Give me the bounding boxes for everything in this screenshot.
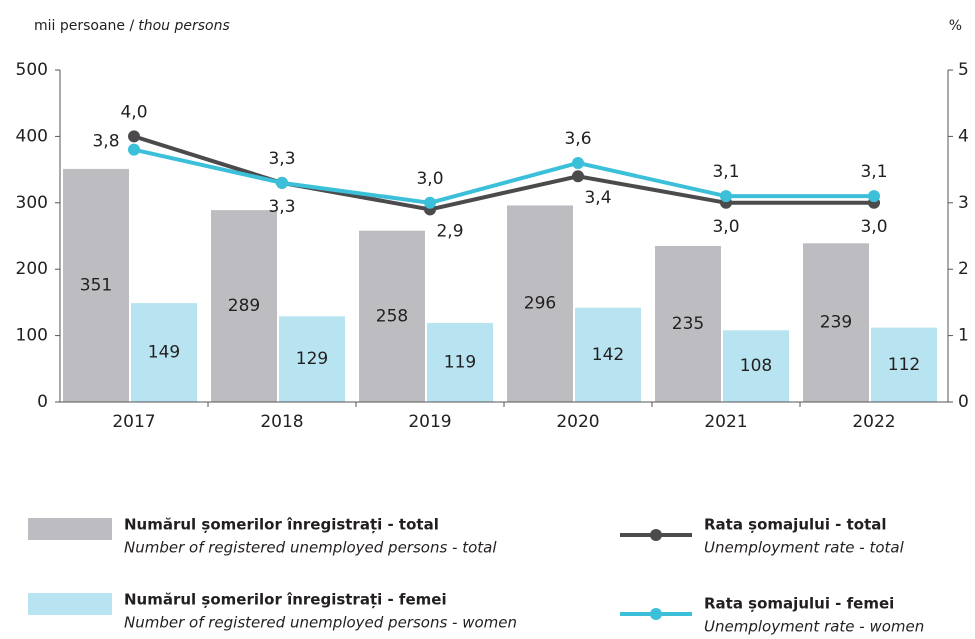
line-value-label: 4,0 xyxy=(120,102,147,122)
bar xyxy=(871,327,937,402)
line-value-label: 3,0 xyxy=(860,217,887,237)
line-value-label: 3,6 xyxy=(564,129,591,149)
bar xyxy=(723,330,789,402)
line-marker xyxy=(572,156,584,169)
line-value-label: 3,8 xyxy=(92,132,119,152)
y2-tick-label: 1 xyxy=(958,326,969,346)
bar xyxy=(359,230,425,402)
y-tick-label: 200 xyxy=(16,259,48,279)
y2-tick-label: 2 xyxy=(958,259,969,279)
bar-value-label: 289 xyxy=(228,296,260,316)
legend-sublabel: Unemployment rate - total xyxy=(704,539,905,557)
y-tick-label: 500 xyxy=(16,60,48,80)
line-value-label: 3,3 xyxy=(268,149,295,169)
y-tick-label: 400 xyxy=(16,126,48,146)
bar xyxy=(575,307,641,402)
bar-value-label: 119 xyxy=(444,352,476,372)
legend-sublabel: Number of registered unemployed persons … xyxy=(124,539,497,557)
legend-marker xyxy=(650,529,662,541)
bar xyxy=(507,205,573,402)
bar-value-label: 239 xyxy=(820,313,852,333)
x-tick-label: 2022 xyxy=(852,412,895,432)
x-tick-label: 2017 xyxy=(112,412,155,432)
legend-sublabel: Number of registered unemployed persons … xyxy=(124,614,517,632)
line-marker xyxy=(128,130,140,143)
bar-value-label: 258 xyxy=(376,306,408,326)
legend-label: Numărul șomerilor înregistrați - total xyxy=(124,516,439,534)
y-tick-label: 0 xyxy=(37,392,48,412)
y2-tick-label: 4 xyxy=(958,126,969,146)
bar xyxy=(63,168,129,402)
bar-value-label: 112 xyxy=(888,355,920,375)
bar-value-label: 142 xyxy=(592,345,624,365)
line-marker xyxy=(572,170,584,183)
line-marker xyxy=(276,176,288,189)
bar-value-label: 149 xyxy=(148,343,180,363)
bar-value-label: 351 xyxy=(80,275,112,295)
y2-tick-label: 3 xyxy=(958,193,969,213)
line-value-label: 3,0 xyxy=(416,169,443,189)
bar xyxy=(211,210,277,402)
line-marker xyxy=(424,196,436,209)
line-value-label: 3,1 xyxy=(712,162,739,182)
x-tick-label: 2020 xyxy=(556,412,599,432)
bar xyxy=(279,316,345,402)
bar-value-label: 108 xyxy=(740,356,772,376)
line-marker xyxy=(720,190,732,203)
legend-swatch xyxy=(28,593,112,615)
y2-tick-label: 0 xyxy=(958,392,969,412)
line-value-label: 3,3 xyxy=(268,197,295,217)
y-tick-label: 300 xyxy=(16,193,48,213)
bar xyxy=(427,322,493,402)
bar xyxy=(131,303,197,402)
line-value-label: 3,0 xyxy=(712,217,739,237)
y-tick-label: 100 xyxy=(16,326,48,346)
line-value-label: 3,1 xyxy=(860,162,887,182)
line xyxy=(133,134,874,212)
legend-label: Numărul șomerilor înregistrați - femei xyxy=(124,591,447,609)
legend-marker xyxy=(650,608,662,620)
x-tick-label: 2021 xyxy=(704,412,747,432)
y-axis-label-ro: mii persoane / xyxy=(34,18,134,34)
x-tick-label: 2019 xyxy=(408,412,451,432)
line-marker xyxy=(868,190,880,203)
line-marker xyxy=(128,143,140,156)
bar xyxy=(803,243,869,402)
bar-value-label: 235 xyxy=(672,314,704,334)
y2-tick-label: 5 xyxy=(958,60,969,80)
legend-sublabel: Unemployment rate - women xyxy=(704,618,924,636)
bar xyxy=(655,245,721,402)
y-axis-label: mii persoane / thou persons xyxy=(34,18,230,34)
line xyxy=(133,147,874,205)
line-value-label: 2,9 xyxy=(436,221,463,241)
bar-value-label: 296 xyxy=(524,294,556,314)
legend-label: Rata șomajului - total xyxy=(704,516,887,534)
y-axis-label-en: thou persons xyxy=(138,18,230,34)
legend-label: Rata șomajului - femei xyxy=(704,595,894,613)
bar-value-label: 129 xyxy=(296,349,328,369)
x-tick-label: 2018 xyxy=(260,412,303,432)
legend-swatch xyxy=(28,518,112,540)
line-value-label: 3,4 xyxy=(584,188,611,208)
y2-axis-label: % xyxy=(949,18,962,34)
